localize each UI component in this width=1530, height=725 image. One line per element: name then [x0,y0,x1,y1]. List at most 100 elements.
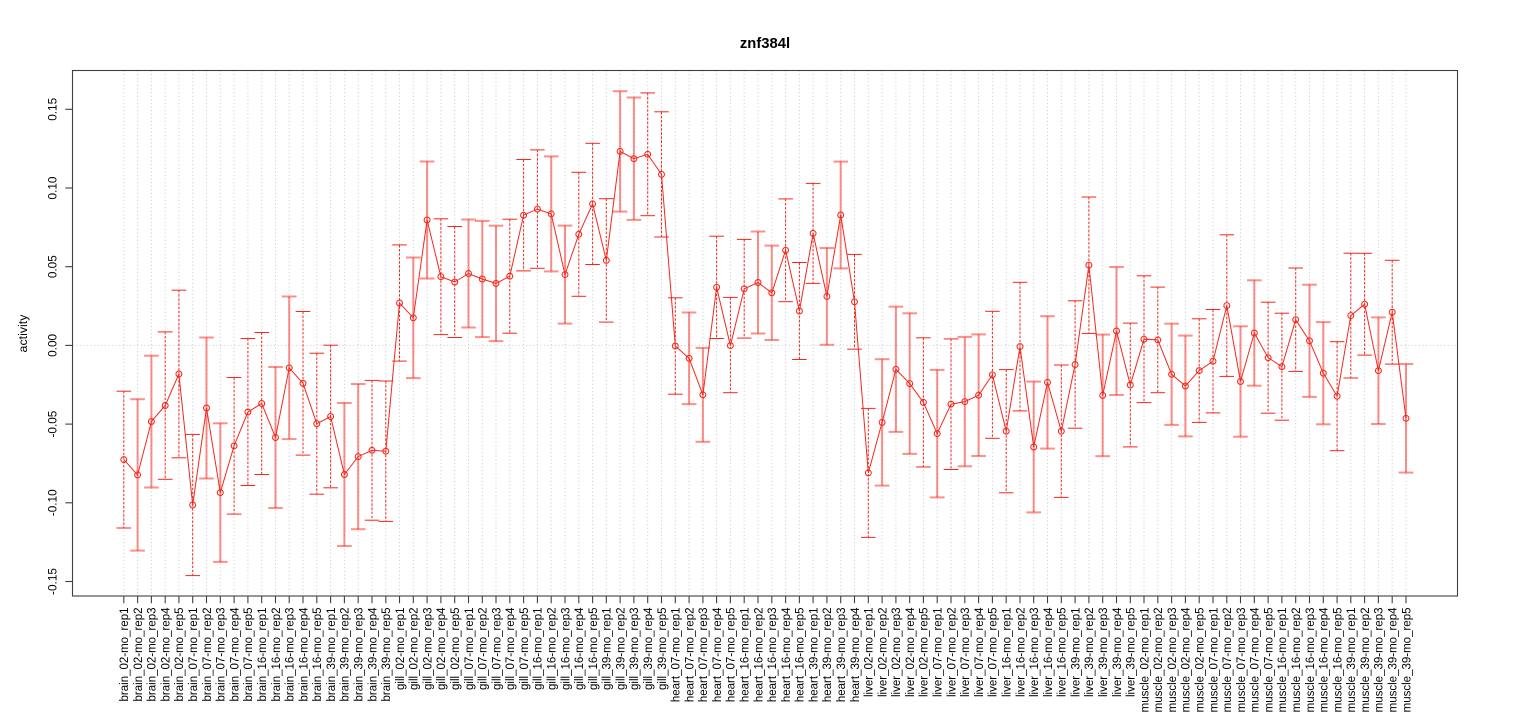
svg-text:muscle_39-mo_rep3: muscle_39-mo_rep3 [1374,608,1386,713]
svg-text:brain_02-mo_rep4: brain_02-mo_rep4 [161,607,173,702]
svg-text:gill_16-mo_rep4: gill_16-mo_rep4 [574,607,586,690]
svg-text:muscle_02-mo_rep2: muscle_02-mo_rep2 [1153,608,1165,713]
svg-text:heart_16-mo_rep3: heart_16-mo_rep3 [767,608,779,703]
svg-text:heart_39-mo_rep4: heart_39-mo_rep4 [850,607,862,702]
svg-text:gill_07-mo_rep2: gill_07-mo_rep2 [478,608,490,690]
svg-text:gill_16-mo_rep2: gill_16-mo_rep2 [547,608,559,690]
svg-text:liver_16-mo_rep3: liver_16-mo_rep3 [1029,608,1041,698]
svg-text:gill_16-mo_rep1: gill_16-mo_rep1 [533,608,545,690]
svg-text:-0.10: -0.10 [46,489,60,516]
svg-text:0.15: 0.15 [46,97,60,120]
svg-text:heart_07-mo_rep5: heart_07-mo_rep5 [726,608,738,703]
svg-text:heart_39-mo_rep3: heart_39-mo_rep3 [836,608,848,703]
svg-text:liver_07-mo_rep1: liver_07-mo_rep1 [933,608,945,698]
svg-text:muscle_02-mo_rep4: muscle_02-mo_rep4 [1181,607,1193,712]
svg-text:liver_02-mo_rep1: liver_02-mo_rep1 [864,608,876,698]
svg-text:brain_16-mo_rep4: brain_16-mo_rep4 [298,607,310,702]
svg-text:liver_39-mo_rep1: liver_39-mo_rep1 [1070,608,1082,698]
svg-text:muscle_02-mo_rep1: muscle_02-mo_rep1 [1139,608,1151,713]
svg-text:znf384l: znf384l [740,36,790,52]
svg-text:brain_02-mo_rep3: brain_02-mo_rep3 [147,608,159,702]
svg-text:liver_07-mo_rep3: liver_07-mo_rep3 [960,608,972,698]
svg-text:heart_16-mo_rep1: heart_16-mo_rep1 [740,608,752,703]
svg-text:heart_16-mo_rep2: heart_16-mo_rep2 [753,608,765,703]
svg-text:liver_39-mo_rep3: liver_39-mo_rep3 [1098,608,1110,698]
svg-text:brain_39-mo_rep3: brain_39-mo_rep3 [354,608,366,702]
svg-text:gill_16-mo_rep3: gill_16-mo_rep3 [560,608,572,690]
svg-text:heart_39-mo_rep1: heart_39-mo_rep1 [808,608,820,703]
svg-text:activity: activity [16,314,30,353]
svg-text:muscle_16-mo_rep5: muscle_16-mo_rep5 [1332,608,1344,713]
svg-text:brain_16-mo_rep5: brain_16-mo_rep5 [312,608,324,702]
svg-text:liver_16-mo_rep2: liver_16-mo_rep2 [1015,608,1027,698]
svg-text:muscle_16-mo_rep1: muscle_16-mo_rep1 [1277,608,1289,713]
svg-text:gill_07-mo_rep5: gill_07-mo_rep5 [519,608,531,690]
svg-text:muscle_07-mo_rep3: muscle_07-mo_rep3 [1236,608,1248,713]
svg-text:gill_07-mo_rep1: gill_07-mo_rep1 [464,608,476,690]
svg-text:brain_39-mo_rep5: brain_39-mo_rep5 [381,608,393,702]
svg-text:muscle_07-mo_rep4: muscle_07-mo_rep4 [1250,607,1262,712]
svg-text:0.00: 0.00 [46,333,60,356]
svg-text:liver_16-mo_rep5: liver_16-mo_rep5 [1057,608,1069,698]
svg-text:liver_07-mo_rep5: liver_07-mo_rep5 [988,608,1000,698]
svg-text:liver_02-mo_rep4: liver_02-mo_rep4 [905,607,917,697]
svg-text:heart_07-mo_rep1: heart_07-mo_rep1 [671,608,683,703]
svg-text:gill_39-mo_rep4: gill_39-mo_rep4 [643,607,655,690]
svg-text:brain_02-mo_rep2: brain_02-mo_rep2 [133,608,145,702]
svg-text:brain_39-mo_rep2: brain_39-mo_rep2 [340,608,352,702]
svg-text:heart_16-mo_rep5: heart_16-mo_rep5 [795,608,807,703]
svg-text:gill_02-mo_rep4: gill_02-mo_rep4 [436,607,448,690]
svg-text:gill_39-mo_rep3: gill_39-mo_rep3 [629,608,641,690]
svg-text:brain_02-mo_rep1: brain_02-mo_rep1 [119,608,131,702]
svg-text:heart_07-mo_rep2: heart_07-mo_rep2 [684,608,696,703]
svg-text:brain_07-mo_rep1: brain_07-mo_rep1 [188,608,200,702]
svg-text:-0.05: -0.05 [46,410,60,437]
svg-text:muscle_16-mo_rep4: muscle_16-mo_rep4 [1319,607,1331,712]
svg-text:gill_16-mo_rep5: gill_16-mo_rep5 [588,608,600,690]
svg-text:liver_02-mo_rep2: liver_02-mo_rep2 [877,608,889,698]
svg-text:brain_07-mo_rep2: brain_07-mo_rep2 [202,608,214,702]
svg-text:brain_07-mo_rep4: brain_07-mo_rep4 [229,607,241,702]
svg-text:brain_39-mo_rep1: brain_39-mo_rep1 [326,608,338,702]
svg-text:liver_07-mo_rep2: liver_07-mo_rep2 [946,608,958,698]
svg-text:muscle_02-mo_rep3: muscle_02-mo_rep3 [1167,608,1179,713]
svg-text:liver_39-mo_rep4: liver_39-mo_rep4 [1112,607,1124,697]
svg-text:gill_39-mo_rep2: gill_39-mo_rep2 [615,608,627,690]
svg-text:liver_39-mo_rep5: liver_39-mo_rep5 [1126,608,1138,698]
svg-text:muscle_16-mo_rep3: muscle_16-mo_rep3 [1305,608,1317,713]
svg-text:brain_07-mo_rep5: brain_07-mo_rep5 [243,608,255,702]
svg-text:gill_07-mo_rep4: gill_07-mo_rep4 [505,607,517,690]
svg-text:gill_02-mo_rep3: gill_02-mo_rep3 [422,608,434,690]
svg-text:heart_39-mo_rep2: heart_39-mo_rep2 [822,608,834,703]
svg-text:muscle_07-mo_rep2: muscle_07-mo_rep2 [1222,608,1234,713]
svg-text:muscle_07-mo_rep1: muscle_07-mo_rep1 [1208,608,1220,713]
svg-text:brain_16-mo_rep1: brain_16-mo_rep1 [257,608,269,702]
svg-text:liver_39-mo_rep2: liver_39-mo_rep2 [1084,608,1096,698]
svg-text:liver_16-mo_rep4: liver_16-mo_rep4 [1043,607,1055,697]
svg-text:gill_02-mo_rep5: gill_02-mo_rep5 [450,608,462,690]
svg-text:muscle_16-mo_rep2: muscle_16-mo_rep2 [1291,608,1303,713]
svg-text:-0.15: -0.15 [46,568,60,595]
svg-text:heart_07-mo_rep4: heart_07-mo_rep4 [712,607,724,702]
svg-text:gill_02-mo_rep1: gill_02-mo_rep1 [395,608,407,690]
svg-text:liver_16-mo_rep1: liver_16-mo_rep1 [1002,608,1014,698]
svg-text:brain_16-mo_rep2: brain_16-mo_rep2 [271,608,283,702]
svg-text:heart_16-mo_rep4: heart_16-mo_rep4 [781,607,793,702]
svg-text:muscle_02-mo_rep5: muscle_02-mo_rep5 [1195,608,1207,713]
svg-text:gill_39-mo_rep5: gill_39-mo_rep5 [657,608,669,690]
svg-text:liver_02-mo_rep5: liver_02-mo_rep5 [919,608,931,698]
svg-text:brain_07-mo_rep3: brain_07-mo_rep3 [216,608,228,702]
svg-text:muscle_07-mo_rep5: muscle_07-mo_rep5 [1263,608,1275,713]
svg-text:muscle_39-mo_rep1: muscle_39-mo_rep1 [1346,608,1358,713]
svg-text:muscle_39-mo_rep2: muscle_39-mo_rep2 [1360,608,1372,713]
svg-text:muscle_39-mo_rep5: muscle_39-mo_rep5 [1401,608,1413,713]
svg-text:gill_02-mo_rep2: gill_02-mo_rep2 [409,608,421,690]
svg-text:0.10: 0.10 [46,176,60,199]
svg-text:gill_39-mo_rep1: gill_39-mo_rep1 [602,608,614,690]
svg-text:brain_39-mo_rep4: brain_39-mo_rep4 [367,607,379,702]
svg-text:liver_07-mo_rep4: liver_07-mo_rep4 [974,607,986,697]
svg-text:brain_02-mo_rep5: brain_02-mo_rep5 [174,608,186,702]
svg-text:liver_02-mo_rep3: liver_02-mo_rep3 [891,608,903,698]
svg-text:brain_16-mo_rep3: brain_16-mo_rep3 [285,608,297,702]
svg-text:gill_07-mo_rep3: gill_07-mo_rep3 [491,608,503,690]
